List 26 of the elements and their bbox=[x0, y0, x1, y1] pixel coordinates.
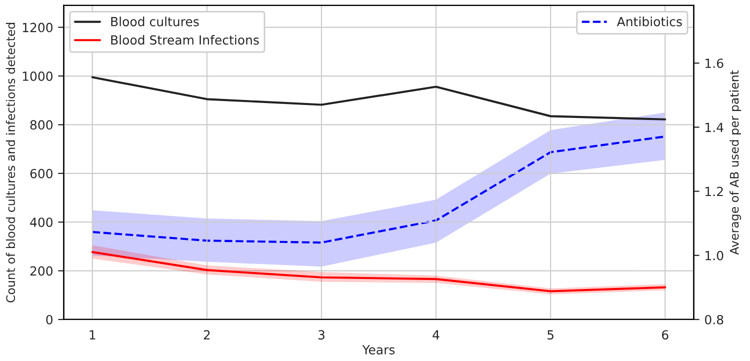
y-tick-label: 600 bbox=[30, 168, 53, 178]
x-tick-label: 1 bbox=[90, 330, 96, 340]
x-tick-label: 2 bbox=[204, 330, 210, 340]
y-tick-label: 1000 bbox=[22, 71, 53, 81]
y-axis-title: Count of blood cultures and infections detected bbox=[6, 22, 16, 302]
y2-tick-label: 1.2 bbox=[706, 186, 723, 196]
x-axis-title: Years bbox=[362, 345, 395, 354]
y-tick-label: 200 bbox=[30, 266, 53, 276]
y2-tick-label: 1.4 bbox=[706, 122, 724, 132]
y2-tick-label: 1.6 bbox=[706, 58, 724, 68]
x-tick-label: 6 bbox=[662, 330, 668, 340]
y-tick-label: 800 bbox=[30, 120, 53, 130]
y2-tick-label: 0.8 bbox=[704, 314, 724, 324]
y-tick-label: 0 bbox=[46, 314, 53, 324]
x-tick-label: 4 bbox=[432, 330, 440, 340]
legend-label: Blood Stream Infections bbox=[111, 35, 259, 45]
legend-label: Antibiotics bbox=[616, 16, 682, 26]
legend-label: Blood cultures bbox=[111, 16, 199, 26]
y-tick-label: 400 bbox=[30, 218, 53, 228]
x-tick-label: 3 bbox=[318, 330, 324, 340]
line-series bbox=[91, 251, 666, 292]
x-tick-label: 5 bbox=[548, 330, 554, 340]
y2-tick-label: 1.0 bbox=[706, 250, 724, 260]
line-series bbox=[91, 76, 666, 120]
y-tick-label: 1200 bbox=[22, 22, 53, 32]
y2-axis-title: Average of AB used per patient bbox=[730, 70, 742, 255]
